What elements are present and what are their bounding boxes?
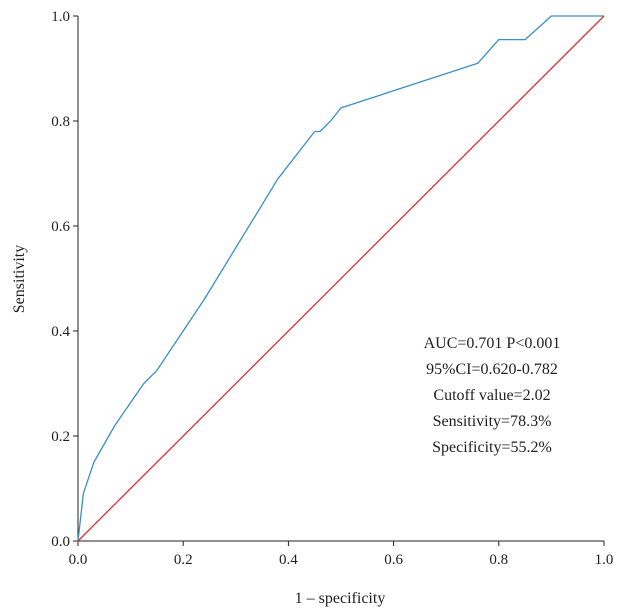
annotation-block: AUC=0.701 P<0.001 95%CI=0.620-0.782 Cuto… xyxy=(424,335,561,456)
y-tick-label: 1.0 xyxy=(51,9,70,25)
reference-diagonal-line xyxy=(77,15,605,542)
annotation-sensitivity: Sensitivity=78.3% xyxy=(433,413,552,430)
x-tick-label: 0.6 xyxy=(384,552,403,568)
annotation-cutoff: Cutoff value=2.02 xyxy=(433,387,550,404)
y-tick-label: 0.8 xyxy=(51,114,70,130)
series-lines xyxy=(77,15,605,542)
annotation-auc: AUC=0.701 P<0.001 xyxy=(424,335,561,352)
annotation-ci: 95%CI=0.620-0.782 xyxy=(426,361,558,378)
y-tick-label: 0.6 xyxy=(51,219,70,235)
y-tick-label: 0.0 xyxy=(51,534,70,550)
y-axis-title: Sensitivity xyxy=(11,245,28,313)
y-tick-label: 0.2 xyxy=(51,429,70,445)
x-tick-label: 1.0 xyxy=(595,552,614,568)
x-tick-label: 0.8 xyxy=(489,552,508,568)
annotation-specificity: Specificity=55.2% xyxy=(432,439,552,456)
x-tick-label: 0.0 xyxy=(69,552,88,568)
x-tick-label: 0.2 xyxy=(174,552,193,568)
y-tick-label: 0.4 xyxy=(51,324,70,340)
axes xyxy=(77,16,604,542)
x-axis-title: 1 – specificity xyxy=(295,590,386,607)
x-tick-label: 0.4 xyxy=(279,552,298,568)
tick-labels: 0.0 0.2 0.4 0.6 0.8 1.0 0.0 0.2 0.4 0.6 0.8 1.0 xyxy=(51,9,613,568)
roc-curve-line xyxy=(77,15,604,542)
